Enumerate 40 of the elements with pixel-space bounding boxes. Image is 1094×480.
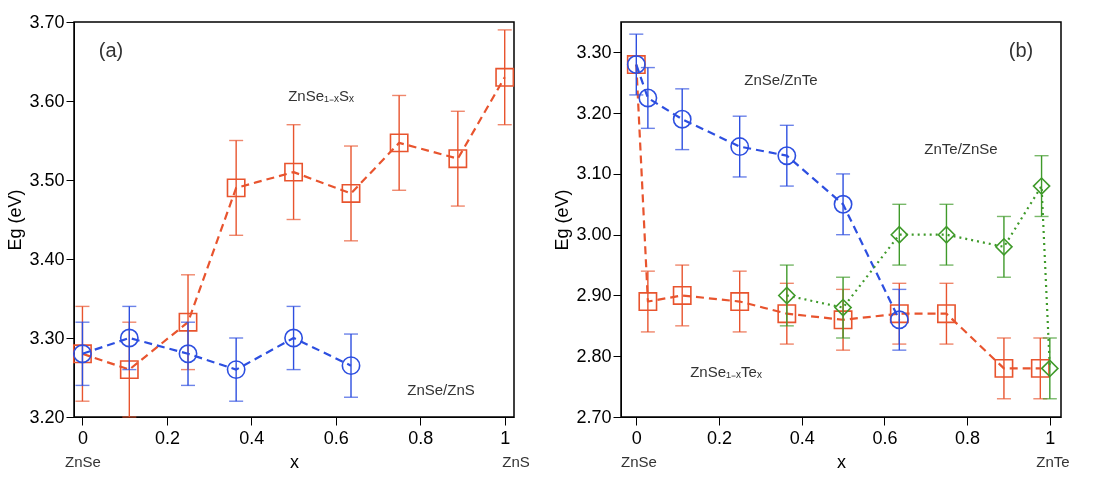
y-tick-label: 3.40	[29, 248, 65, 269]
x-tick-label: 1	[500, 427, 511, 448]
x-tick-label: 0.2	[706, 427, 733, 448]
y-tick-label: 2.80	[576, 345, 612, 366]
y-tick-label: 3.60	[29, 90, 65, 111]
y-tick-label: 2.70	[576, 406, 612, 427]
x-tick-label: 1	[1045, 427, 1056, 448]
text: ZnSe	[65, 453, 101, 470]
x-tick-label: 0.4	[239, 427, 265, 448]
y-tick-label: 2.90	[576, 284, 612, 305]
x-axis-title: x	[837, 451, 846, 472]
x-tick-label: 0.8	[408, 427, 434, 448]
annotation: ZnTe/ZnSe	[924, 140, 998, 157]
x-tick-label: 0	[77, 427, 88, 448]
y-axis-title: Eg (eV)	[552, 189, 573, 251]
annotation: ZnSe₁₋ₓTeₓ	[690, 363, 762, 380]
y-tick-label: 3.30	[29, 327, 65, 348]
y-axis-title: Eg (eV)	[5, 189, 26, 251]
text: ZnTe	[1036, 453, 1070, 470]
y-tick-label: 3.20	[576, 102, 612, 123]
x-tick-label: 0.4	[789, 427, 815, 448]
x-tick-label: 0	[631, 427, 642, 448]
y-tick-label: 3.70	[29, 11, 65, 32]
text: ZnSe	[621, 453, 657, 470]
text: ZnS	[502, 453, 530, 470]
x-tick-label: 0.6	[323, 427, 349, 448]
annotation: (b)	[1008, 39, 1034, 61]
y-tick-label: 3.20	[29, 406, 65, 427]
y-tick-label: 3.10	[576, 163, 612, 184]
y-tick-label: 3.30	[576, 41, 612, 62]
x-tick-label: 0.6	[872, 427, 898, 448]
y-tick-label: 3.00	[576, 224, 612, 245]
x-tick-label: 0.8	[955, 427, 981, 448]
annotation: ZnSe₁₋ₓSₓ	[288, 87, 354, 104]
annotation: (a)	[98, 39, 124, 61]
annotation: ZnSe/ZnTe	[744, 71, 818, 88]
x-axis-title: x	[290, 451, 299, 472]
annotation: ZnSe/ZnS	[407, 381, 475, 398]
y-tick-label: 3.50	[29, 169, 65, 190]
x-tick-label: 0.2	[154, 427, 180, 448]
